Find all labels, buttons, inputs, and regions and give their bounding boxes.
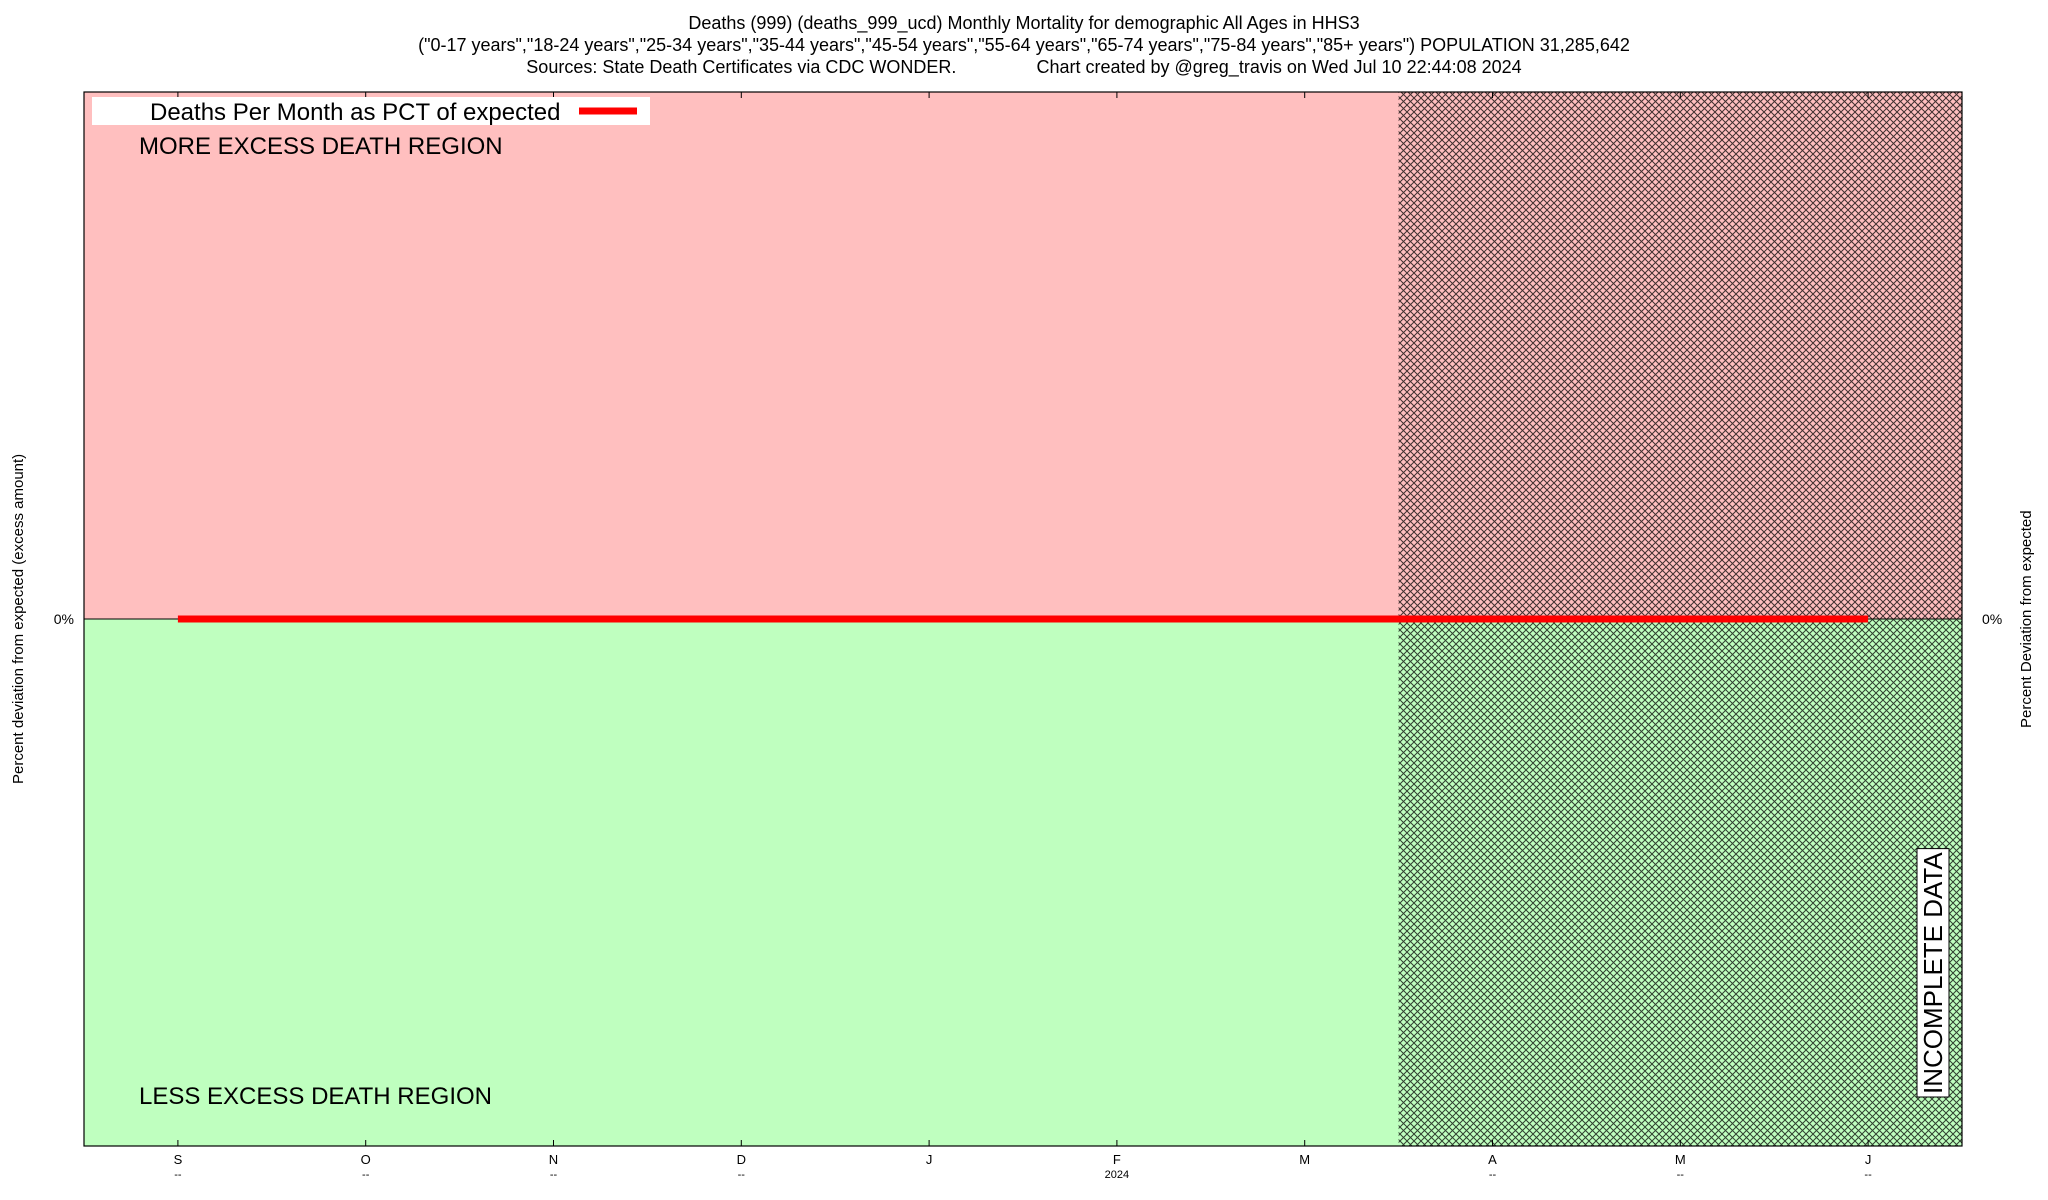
x-tick-sublabel: -- — [362, 1169, 370, 1181]
x-tick-sublabel: -- — [550, 1169, 558, 1181]
x-tick-label: S — [174, 1152, 183, 1167]
incomplete-data-label: INCOMPLETE DATA — [1918, 852, 1948, 1094]
x-tick-sublabel: -- — [174, 1169, 182, 1181]
title-line-3: Sources: State Death Certificates via CD… — [526, 57, 1522, 77]
y-tick-label-right: 0% — [1982, 611, 2002, 627]
x-tick-label: O — [361, 1152, 371, 1167]
x-tick-label: J — [926, 1152, 933, 1167]
legend: Deaths Per Month as PCT of expected — [92, 97, 650, 126]
x-tick-label: M — [1299, 1152, 1310, 1167]
x-tick-label: D — [737, 1152, 746, 1167]
title-line-2: ("0-17 years","18-24 years","25-34 years… — [418, 35, 1630, 55]
legend-box — [92, 97, 650, 125]
x-tick-label: M — [1675, 1152, 1686, 1167]
y-axis-label-right: Percent Deviation from expected — [2018, 510, 2035, 728]
x-tick-label: A — [1488, 1152, 1497, 1167]
chart-title: Deaths (999) (deaths_999_ucd) Monthly Mo… — [0, 12, 2048, 78]
x-tick-sublabel: -- — [1489, 1169, 1497, 1181]
x-tick-sublabel: -- — [1864, 1169, 1872, 1181]
x-tick-label: J — [1865, 1152, 1872, 1167]
legend-label: Deaths Per Month as PCT of expected — [150, 99, 560, 126]
x-tick-sublabel: -- — [738, 1169, 746, 1181]
more-excess-label: MORE EXCESS DEATH REGION — [139, 133, 503, 160]
less-excess-label: LESS EXCESS DEATH REGION — [139, 1083, 492, 1110]
incomplete-data-box — [1916, 848, 1950, 1098]
incomplete-data-annotation: INCOMPLETE DATA — [1916, 848, 1950, 1098]
x-tick-sublabel: 2024 — [1105, 1169, 1129, 1181]
title-line-1: Deaths (999) (deaths_999_ucd) Monthly Mo… — [688, 13, 1360, 33]
x-tick-sublabel: -- — [1677, 1169, 1685, 1181]
x-axis: S -- O -- N -- D -- J F 2024 M A -- M -- J -- — [174, 92, 1872, 1181]
y-axis: 0% 0% — [54, 611, 2002, 627]
x-tick-label: F — [1113, 1152, 1121, 1167]
y-axis-label-left: Percent deviation from expected (excess … — [10, 453, 27, 784]
x-tick-label: N — [549, 1152, 558, 1167]
y-tick-label-left: 0% — [54, 611, 74, 627]
